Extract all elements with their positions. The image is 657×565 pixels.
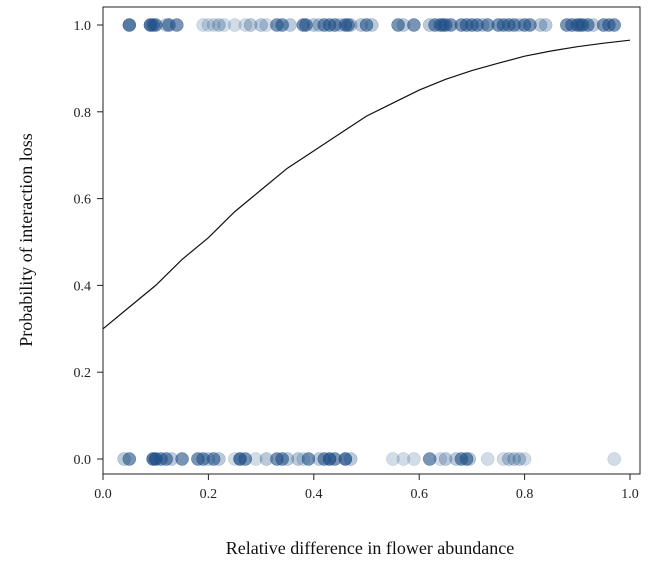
- y-axis-title: Probability of interaction loss: [16, 133, 36, 346]
- data-point: [533, 18, 548, 32]
- y-tick-label: 0.0: [74, 453, 92, 468]
- data-point: [507, 452, 521, 466]
- data-point: [280, 452, 295, 466]
- y-tick-label: 0.2: [74, 366, 92, 381]
- data-point: [201, 18, 216, 32]
- data-point: [338, 452, 353, 466]
- data-point: [275, 18, 289, 32]
- data-point: [243, 18, 258, 32]
- y-tick-label: 0.4: [74, 279, 92, 294]
- data-point: [438, 452, 453, 466]
- data-point: [365, 18, 379, 32]
- data-point: [238, 18, 253, 32]
- x-tick-label: 0.4: [305, 487, 323, 502]
- data-point: [254, 18, 268, 32]
- data-point: [433, 452, 448, 466]
- data-point: [480, 452, 495, 466]
- plot-frame: [102, 6, 641, 475]
- data-point: [422, 452, 437, 466]
- fitted-curve: [102, 39, 631, 330]
- data-point: [343, 452, 358, 466]
- data-point: [581, 18, 595, 32]
- data-point: [228, 18, 242, 32]
- data-point: [496, 452, 511, 466]
- data-point: [301, 452, 316, 466]
- data-point: [206, 18, 221, 32]
- data-point: [341, 18, 355, 32]
- data-point: [607, 452, 621, 466]
- x-tick-label: 0.8: [516, 487, 534, 502]
- data-point: [462, 452, 477, 466]
- data-point: [159, 452, 173, 466]
- data-point: [206, 452, 221, 466]
- data-point: [299, 18, 313, 32]
- data-point: [391, 18, 405, 32]
- data-point: [283, 18, 297, 32]
- x-tick-label: 0.0: [94, 487, 112, 502]
- y-tick-label: 0.6: [74, 193, 92, 208]
- data-point: [122, 18, 137, 32]
- data-point: [343, 18, 358, 32]
- data-point: [607, 18, 621, 32]
- data-point: [275, 452, 289, 466]
- data-point: [238, 452, 253, 466]
- data-point: [502, 452, 516, 466]
- data-point: [517, 452, 532, 466]
- x-tick-label: 0.2: [200, 487, 218, 502]
- data-point: [538, 18, 553, 32]
- data-point: [512, 452, 527, 466]
- y-axis: 0.0 0.2 0.4 0.6 0.8 1.0: [74, 19, 103, 468]
- data-point: [122, 452, 137, 466]
- x-axis-title: Relative difference in flower abundance: [226, 538, 515, 558]
- data-point: [196, 18, 210, 32]
- data-point: [407, 18, 421, 32]
- y-tick-label: 0.8: [74, 106, 92, 121]
- data-point: [175, 452, 189, 466]
- data-point: [523, 18, 537, 32]
- data-point: [396, 452, 411, 466]
- data-point: [459, 452, 474, 466]
- y-tick-label: 1.0: [74, 19, 92, 34]
- x-tick-label: 1.0: [621, 487, 639, 502]
- data-point: [212, 18, 226, 32]
- data-point: [170, 18, 184, 32]
- data-point: [212, 452, 226, 466]
- data-points: [117, 18, 621, 466]
- data-point: [359, 18, 374, 32]
- data-point: [217, 18, 231, 32]
- x-tick-label: 0.6: [410, 487, 428, 502]
- x-axis: 0.0 0.2 0.4 0.6 0.8 1.0: [94, 474, 639, 502]
- data-point: [407, 452, 421, 466]
- data-point: [249, 452, 263, 466]
- data-point: [386, 452, 400, 466]
